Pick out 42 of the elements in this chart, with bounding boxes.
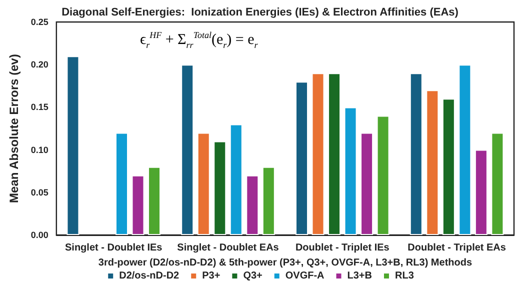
bar <box>474 150 488 235</box>
bar <box>312 73 324 235</box>
bar <box>360 132 374 235</box>
bar <box>115 132 128 235</box>
x-tick-label: Singlet - Doublet EAs <box>177 242 280 254</box>
bar <box>262 166 275 235</box>
bar <box>376 116 390 235</box>
y-tick-label: 0.00 <box>30 230 48 240</box>
legend-label: P3+ <box>202 270 220 282</box>
y-tick-label: 0.15 <box>30 102 48 112</box>
legend-label: OVGF-A <box>285 270 324 282</box>
bar <box>491 132 504 235</box>
bar <box>426 90 439 235</box>
bar <box>296 82 308 235</box>
chart-title: Diagonal Self-Energies: Ionization Energies (IEs) & Electron Affinities (EAs) <box>62 6 459 18</box>
y-tick-label: 0.25 <box>30 17 48 27</box>
x-tick-label: Doublet - Triplet EAs <box>408 242 506 254</box>
text: ϵ$_{r}$$^{HF}$ + Σ$_{rr}$$^{Total}$(e$_{r}$) = e$_{r}$ <box>140 30 258 50</box>
legend-label: D2/os-nD-D2 <box>119 270 180 282</box>
x-tick-label: Singlet - Doublet IEs <box>64 242 163 254</box>
bar <box>66 56 80 235</box>
bar <box>442 98 455 235</box>
bar <box>148 166 161 235</box>
y-tick-label: 0.05 <box>30 187 48 198</box>
y-tick-label: 0.20 <box>30 60 48 70</box>
y-axis-title: Mean Absolute Errors (ev) <box>7 54 21 203</box>
y-tick-label: 0.10 <box>30 144 48 155</box>
legend-label: Q3+ <box>243 270 263 282</box>
x-tick-label: Doublet - Triplet IEs <box>295 242 390 254</box>
bar <box>344 107 357 235</box>
bar <box>132 175 144 235</box>
bar <box>214 141 226 235</box>
bar <box>328 73 341 235</box>
bar <box>410 73 422 235</box>
bar <box>181 64 194 235</box>
legend-label: RL3 <box>394 270 414 282</box>
bar <box>458 64 472 235</box>
bar <box>246 175 259 235</box>
legend-label: L3+B <box>347 270 372 282</box>
bar <box>197 132 210 235</box>
bar <box>230 124 242 235</box>
x-axis-title: 3rd-power (D2/os-nD-D2) & 5th-power (P3+, Q3+, OVGF-A, L3+B, RL3) Methods <box>98 258 472 268</box>
